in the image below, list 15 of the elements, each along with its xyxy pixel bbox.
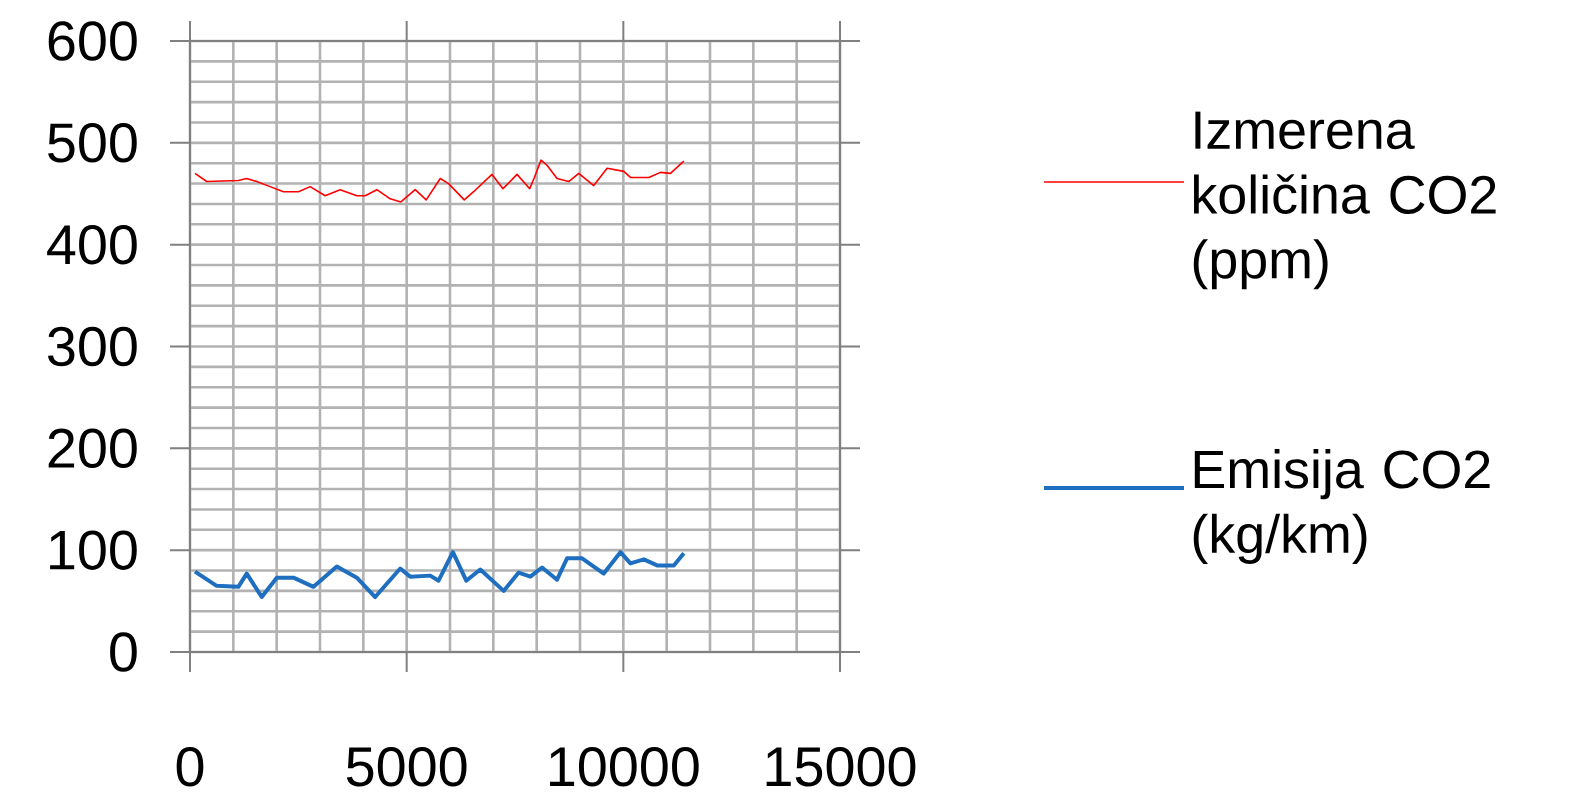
x-tick-label: 15000 — [766, 747, 916, 787]
legend-label: Izmerena količina CO2 (ppm) — [1193, 111, 1496, 290]
x-tick-label: 10000 — [550, 747, 699, 787]
y-tick-label: 300 — [47, 326, 137, 367]
y-tick-label: 600 — [48, 21, 137, 61]
y-tick-label: 100 — [50, 530, 137, 570]
y-tick-label: 400 — [47, 224, 137, 265]
x-tick-label: 0 — [176, 747, 204, 787]
x-tick-label: 5000 — [346, 747, 467, 787]
legend-label: Emisija CO2 (kg/km) — [1193, 449, 1490, 564]
y-tick-label: 0 — [110, 632, 137, 672]
line-series — [194, 159, 685, 203]
y-tick-label: 200 — [48, 428, 137, 469]
line-series — [192, 550, 686, 600]
y-tick-label: 500 — [48, 123, 137, 163]
